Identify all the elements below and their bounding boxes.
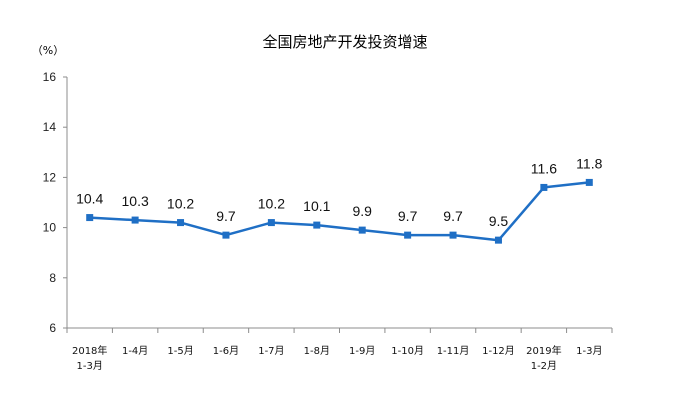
x-tick-label: 1-2月 — [531, 360, 557, 372]
x-tick-label: 1-12月 — [482, 345, 515, 357]
data-label: 9.7 — [216, 208, 236, 224]
data-label: 10.2 — [258, 196, 285, 212]
y-axis-ticks: 6 8 10 12 14 16 — [43, 70, 67, 335]
y-tick-label: 10 — [43, 221, 57, 235]
data-label: 10.2 — [167, 196, 194, 212]
data-point-marker — [540, 183, 548, 191]
y-axis-unit: （%） — [32, 44, 64, 57]
data-label: 10.1 — [303, 198, 330, 214]
data-label: 9.7 — [443, 208, 463, 224]
data-point-marker — [494, 236, 502, 244]
data-labels: 10.4 10.3 10.2 9.7 10.2 10.1 9.9 9.7 9.7 9.5 11.6 1… — [76, 155, 603, 229]
data-point-marker — [267, 219, 275, 227]
data-point-marker — [86, 214, 94, 222]
x-tick-label: 1-11月 — [437, 345, 470, 357]
data-label: 11.6 — [531, 160, 557, 176]
y-tick-label: 8 — [49, 271, 56, 285]
x-tick-label: 1-4月 — [122, 345, 148, 357]
series-layer — [86, 178, 593, 244]
data-label: 10.3 — [122, 193, 149, 209]
y-tick-label: 14 — [43, 120, 57, 134]
x-tick-label: 1-6月 — [213, 345, 239, 357]
x-axis-ticks: 2018年 1-3月 1-4月 1-5月 1-6月 1-7月 1-8月 1-9月 1-10月 1-… — [66, 328, 613, 372]
y-tick-label: 6 — [49, 321, 56, 335]
x-tick-label: 1-5月 — [167, 345, 193, 357]
data-point-marker — [313, 221, 321, 229]
data-label: 9.5 — [489, 213, 509, 229]
data-point-marker — [404, 231, 412, 239]
y-tick-label: 12 — [43, 170, 57, 184]
data-label: 9.9 — [352, 203, 372, 219]
data-point-marker — [131, 216, 139, 224]
x-tick-label: 1-3月 — [77, 360, 103, 372]
data-label: 11.8 — [576, 155, 602, 171]
data-point-marker — [177, 219, 185, 227]
data-label: 10.4 — [76, 191, 103, 207]
series-line — [89, 181, 590, 242]
x-tick-label: 1-10月 — [391, 345, 424, 357]
x-tick-label: 1-7月 — [258, 345, 284, 357]
x-tick-label: 2019年 — [526, 344, 561, 357]
y-tick-label: 16 — [43, 70, 57, 84]
data-point-marker — [358, 226, 366, 234]
x-tick-label: 1-8月 — [304, 345, 330, 357]
data-point-marker — [222, 231, 230, 239]
x-tick-label: 1-9月 — [349, 345, 375, 357]
data-point-marker — [449, 231, 457, 239]
data-point-marker — [585, 178, 593, 186]
x-tick-label: 2018年 — [72, 344, 107, 357]
chart-title: 全国房地产开发投资增速 — [262, 33, 427, 51]
x-tick-label: 1-3月 — [576, 345, 602, 357]
data-label: 9.7 — [398, 208, 418, 224]
